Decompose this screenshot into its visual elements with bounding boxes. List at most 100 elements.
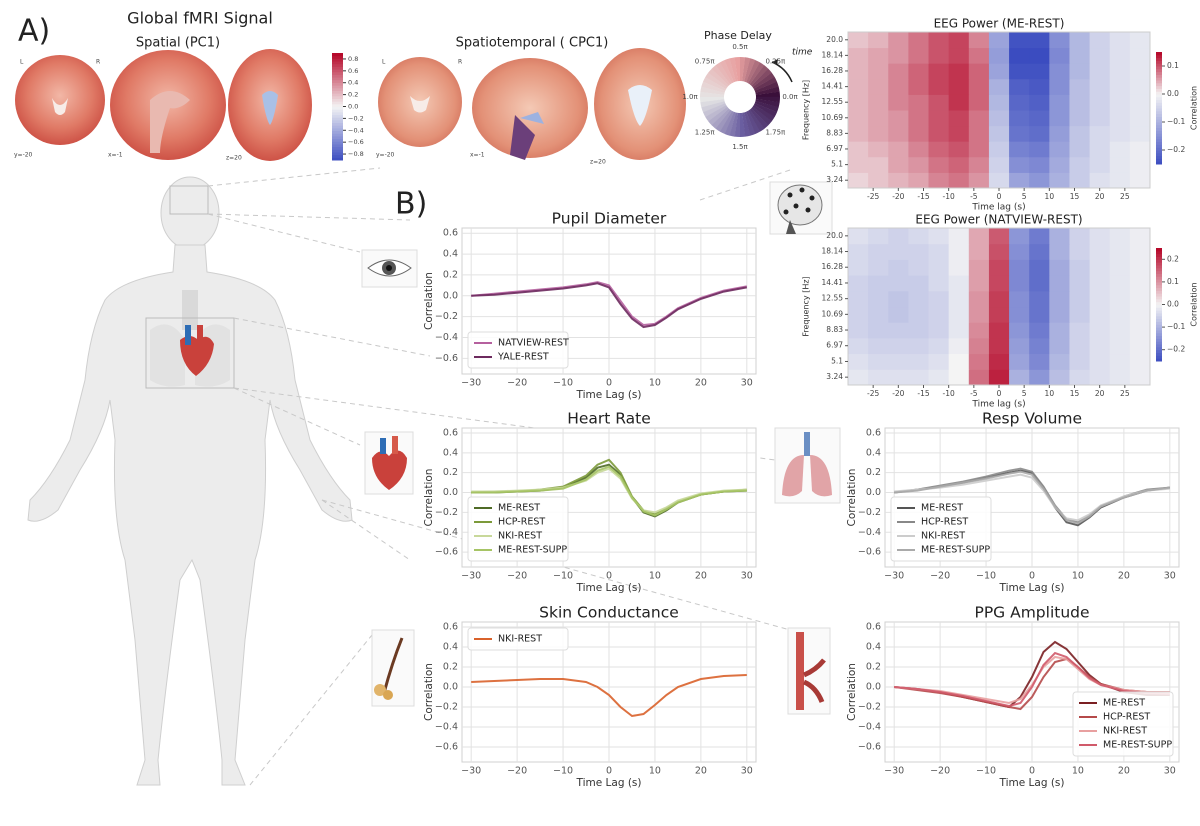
heatmap-cell bbox=[1029, 63, 1050, 80]
heatmap-cell bbox=[988, 141, 1010, 158]
heatmap-cell bbox=[1109, 275, 1131, 292]
heatmap-cell bbox=[928, 290, 950, 308]
heatmap-cell bbox=[868, 125, 889, 142]
heatmap-cell bbox=[1129, 141, 1151, 158]
y-tick-label: 0.4 bbox=[443, 249, 458, 260]
heatmap-cell bbox=[948, 141, 970, 158]
colorbar-tick-label: −0.4 bbox=[348, 126, 364, 134]
heatmap-cell bbox=[1049, 94, 1070, 111]
heatmap-cell bbox=[948, 322, 970, 339]
colorbar-cell bbox=[1156, 312, 1162, 317]
colorbar-cell bbox=[1156, 144, 1162, 148]
heatmap-cell bbox=[928, 322, 950, 339]
heatmap-cell bbox=[968, 259, 990, 276]
colorbar-cell bbox=[1156, 310, 1162, 314]
heatmap-cell bbox=[1089, 353, 1111, 370]
heatmap-cell bbox=[1049, 243, 1070, 260]
heatmap-cell bbox=[1109, 337, 1131, 355]
wheel-segment bbox=[715, 109, 733, 132]
colorbar-cell bbox=[1156, 273, 1162, 277]
heatmap-cell bbox=[968, 322, 990, 339]
heatmap-cell bbox=[988, 63, 1010, 80]
colorbar-cell bbox=[332, 61, 343, 65]
colorbar-cell bbox=[1156, 147, 1162, 151]
heatmap-cell bbox=[1089, 306, 1111, 323]
y-tick-label: −0.2 bbox=[858, 702, 881, 713]
colorbar-cell bbox=[1156, 105, 1162, 109]
heatmap-cell bbox=[948, 337, 970, 355]
x-tick-label: −20 bbox=[930, 571, 950, 582]
heatmap-cell bbox=[848, 31, 869, 49]
x-tick-label: 10 bbox=[1045, 192, 1055, 201]
heatmap-cell bbox=[908, 172, 930, 189]
legend-label: ME-REST bbox=[1103, 698, 1145, 709]
y-tick-label: −0.4 bbox=[858, 722, 881, 733]
wheel-label: 0.5π bbox=[732, 43, 748, 51]
heatmap-cell bbox=[1089, 47, 1111, 64]
colorbar-cell bbox=[1156, 358, 1162, 362]
x-tick-label: −30 bbox=[461, 378, 481, 389]
heatmap-cell bbox=[1129, 156, 1151, 173]
y-tick-label: 0.4 bbox=[443, 642, 458, 653]
heatmap-cell bbox=[968, 337, 990, 355]
colorbar-tick-label: −0.8 bbox=[348, 150, 364, 158]
y-tick-label: −0.4 bbox=[435, 527, 458, 538]
colorbar-tick-label: 0.1 bbox=[1167, 61, 1179, 70]
colorbar-cell bbox=[1156, 122, 1162, 126]
heatmap-cell bbox=[948, 275, 970, 292]
x-tick-label: -10 bbox=[943, 192, 955, 201]
heatmap-cell bbox=[888, 141, 909, 158]
heatmap-cell bbox=[848, 125, 869, 142]
heatmap-cell bbox=[948, 125, 970, 142]
heatmap-cell bbox=[1029, 259, 1050, 276]
y-tick-label: 0.6 bbox=[443, 228, 458, 239]
colorbar-tick-label: 0.4 bbox=[348, 79, 358, 87]
x-tick-label: 20 bbox=[1118, 571, 1130, 582]
heatmap-cell bbox=[1129, 227, 1151, 245]
heatmap-cell bbox=[848, 290, 869, 308]
heatmap-cell bbox=[1069, 172, 1091, 189]
colorbar-cell bbox=[332, 63, 343, 67]
colorbar-cell bbox=[332, 154, 343, 158]
time-arrow-head bbox=[772, 59, 778, 65]
y-tick-label: −0.2 bbox=[435, 507, 458, 518]
legend-label: HCP-REST bbox=[498, 517, 545, 528]
heatmap-cell bbox=[1109, 172, 1131, 189]
heatmap-cell bbox=[1069, 322, 1091, 339]
heatmap-cell bbox=[848, 306, 869, 323]
wheel-label: 1.0π bbox=[682, 93, 698, 101]
colorbar-cell bbox=[332, 119, 343, 124]
x-tick-label: -25 bbox=[867, 192, 879, 201]
heatmap-cell bbox=[1069, 109, 1091, 127]
x-tick-label: -15 bbox=[917, 192, 929, 201]
heatmap-cell bbox=[988, 47, 1010, 64]
heatmap-cell bbox=[848, 172, 869, 189]
colorbar-cell bbox=[1156, 298, 1162, 303]
heatmap-cell bbox=[1069, 94, 1091, 111]
heatmap-cell bbox=[1049, 109, 1070, 127]
heatmap-cell bbox=[928, 353, 950, 370]
face-box bbox=[169, 185, 209, 215]
heatmap-cell bbox=[948, 306, 970, 323]
heatmap-cell bbox=[1109, 369, 1131, 386]
heatmap-cell bbox=[1129, 306, 1151, 323]
colorbar-cell bbox=[1156, 267, 1162, 272]
colorbar-cell bbox=[1156, 71, 1162, 75]
heatmap-cell bbox=[848, 63, 869, 80]
colorbar-cell bbox=[332, 106, 343, 110]
wheel-segment bbox=[719, 60, 734, 84]
colorbar-tick-label: −0.1 bbox=[1167, 322, 1185, 331]
colorbar-cell bbox=[1156, 130, 1162, 134]
x-tick-label: 0 bbox=[997, 389, 1002, 398]
series-line bbox=[471, 674, 747, 718]
colorbar-cell bbox=[1156, 315, 1162, 320]
heatmap-cell bbox=[1109, 78, 1131, 95]
y-tick-label: 0.4 bbox=[866, 447, 881, 458]
colorbar-cell bbox=[1156, 276, 1162, 280]
heatmap-cell bbox=[888, 337, 909, 355]
y-axis-label: Frequency [Hz] bbox=[802, 80, 811, 140]
heatmap-cell bbox=[988, 125, 1010, 142]
heatmap-cell bbox=[968, 31, 990, 49]
heatmap-cell bbox=[968, 172, 990, 189]
y-tick-label: 0.6 bbox=[866, 622, 881, 633]
